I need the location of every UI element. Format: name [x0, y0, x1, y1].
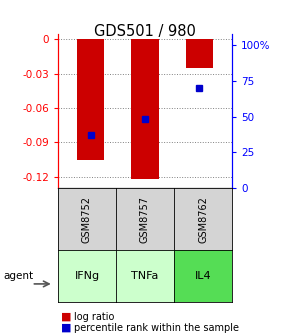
Text: agent: agent [3, 271, 33, 281]
Bar [186, 39, 213, 68]
Text: GDS501 / 980: GDS501 / 980 [94, 24, 196, 39]
Bar [131, 39, 159, 179]
Text: log ratio: log ratio [74, 311, 114, 322]
Text: ■: ■ [61, 323, 71, 333]
Text: percentile rank within the sample: percentile rank within the sample [74, 323, 239, 333]
Text: GSM8762: GSM8762 [198, 196, 208, 243]
Text: ■: ■ [61, 311, 71, 322]
Text: TNFa: TNFa [131, 271, 159, 281]
Text: IFNg: IFNg [75, 271, 99, 281]
Bar [77, 39, 104, 160]
Text: GSM8757: GSM8757 [140, 196, 150, 243]
Text: GSM8752: GSM8752 [82, 196, 92, 243]
Text: IL4: IL4 [195, 271, 211, 281]
